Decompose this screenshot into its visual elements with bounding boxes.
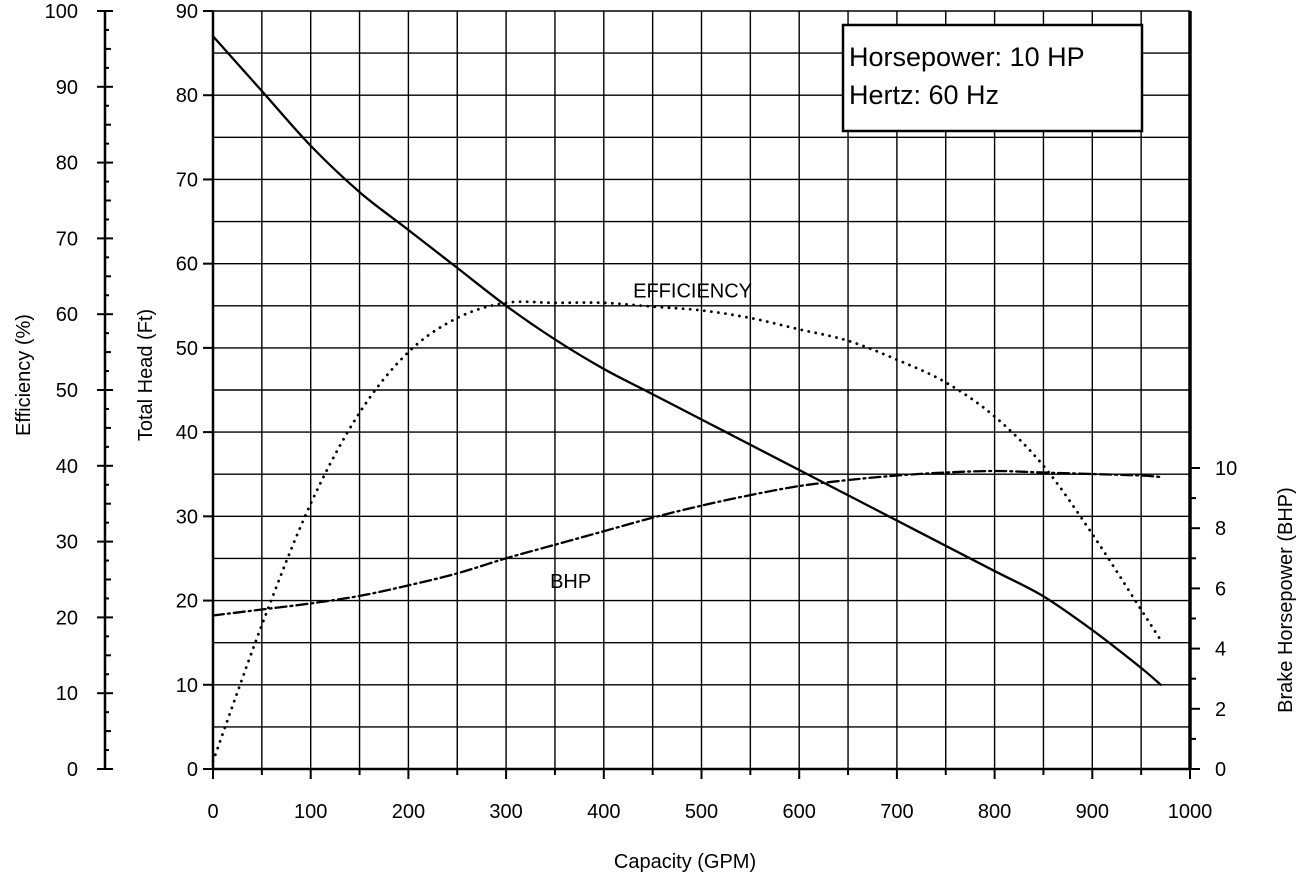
x-tick-label: 500 [685, 801, 718, 823]
efficiency-tick-label: 30 [56, 532, 78, 554]
head-axis-title: Total Head (Ft) [135, 309, 157, 441]
efficiency-tick-label: 40 [56, 456, 78, 478]
x-tick-label: 900 [1076, 801, 1109, 823]
info-horsepower: Horsepower: 10 HP [849, 42, 1085, 72]
bhp-tick-label: 6 [1215, 578, 1226, 600]
head-tick-label: 40 [176, 422, 198, 444]
head-tick-label: 50 [176, 338, 198, 360]
efficiency-tick-label: 20 [56, 607, 78, 629]
efficiency-tick-label: 10 [56, 683, 78, 705]
x-tick-label: 0 [207, 801, 218, 823]
efficiency-tick-label: 60 [56, 304, 78, 326]
head-tick-label: 80 [176, 85, 198, 107]
head-tick-label: 70 [176, 169, 198, 191]
efficiency-tick-label: 80 [56, 153, 78, 175]
series [211, 35, 1163, 763]
x-tick-label: 1000 [1168, 801, 1213, 823]
axes [97, 10, 1200, 779]
curve-label-bhp: BHP [550, 571, 591, 593]
bhp-axis-title: Brake Horsepower (BHP) [1275, 487, 1297, 713]
head-tick-label: 10 [176, 675, 198, 697]
curve-label-efficiency: EFFICIENCY [633, 280, 752, 302]
head-tick-label: 30 [176, 506, 198, 528]
series-efficiency-line [211, 300, 1163, 763]
x-tick-label: 100 [294, 801, 327, 823]
series-bhp-line [211, 469, 1162, 617]
bhp-tick-label: 0 [1215, 759, 1226, 781]
efficiency-tick-label: 90 [56, 77, 78, 99]
efficiency-tick-label: 0 [67, 759, 78, 781]
info-box: Horsepower: 10 HP Hertz: 60 Hz [841, 23, 1144, 133]
head-tick-label: 20 [176, 591, 198, 613]
x-tick-label: 700 [880, 801, 913, 823]
x-tick-label: 400 [587, 801, 620, 823]
efficiency-tick-label: 50 [56, 380, 78, 402]
x-tick-label: 300 [489, 801, 522, 823]
head-tick-label: 60 [176, 254, 198, 276]
x-tick-label: 200 [392, 801, 425, 823]
efficiency-axis-title: Efficiency (%) [13, 314, 35, 436]
bhp-tick-label: 4 [1215, 639, 1226, 661]
efficiency-tick-label: 100 [45, 1, 78, 23]
info-box-frame [841, 23, 1144, 133]
labels: 0 100 200 300 400 500 600 700 800 900 100001020304… [13, 1, 1297, 873]
efficiency-tick-label: 70 [56, 228, 78, 250]
info-hertz: Hertz: 60 Hz [849, 80, 999, 110]
bhp-tick-label: 10 [1215, 458, 1237, 480]
x-tick-label: 800 [978, 801, 1011, 823]
x-axis-title: Capacity (GPM) [614, 851, 756, 873]
head-tick-label: 90 [176, 1, 198, 23]
series-head-line [211, 35, 1162, 686]
bhp-tick-label: 2 [1215, 699, 1226, 721]
head-tick-label: 0 [187, 759, 198, 781]
x-tick-label: 600 [783, 801, 816, 823]
bhp-tick-label: 8 [1215, 518, 1226, 540]
